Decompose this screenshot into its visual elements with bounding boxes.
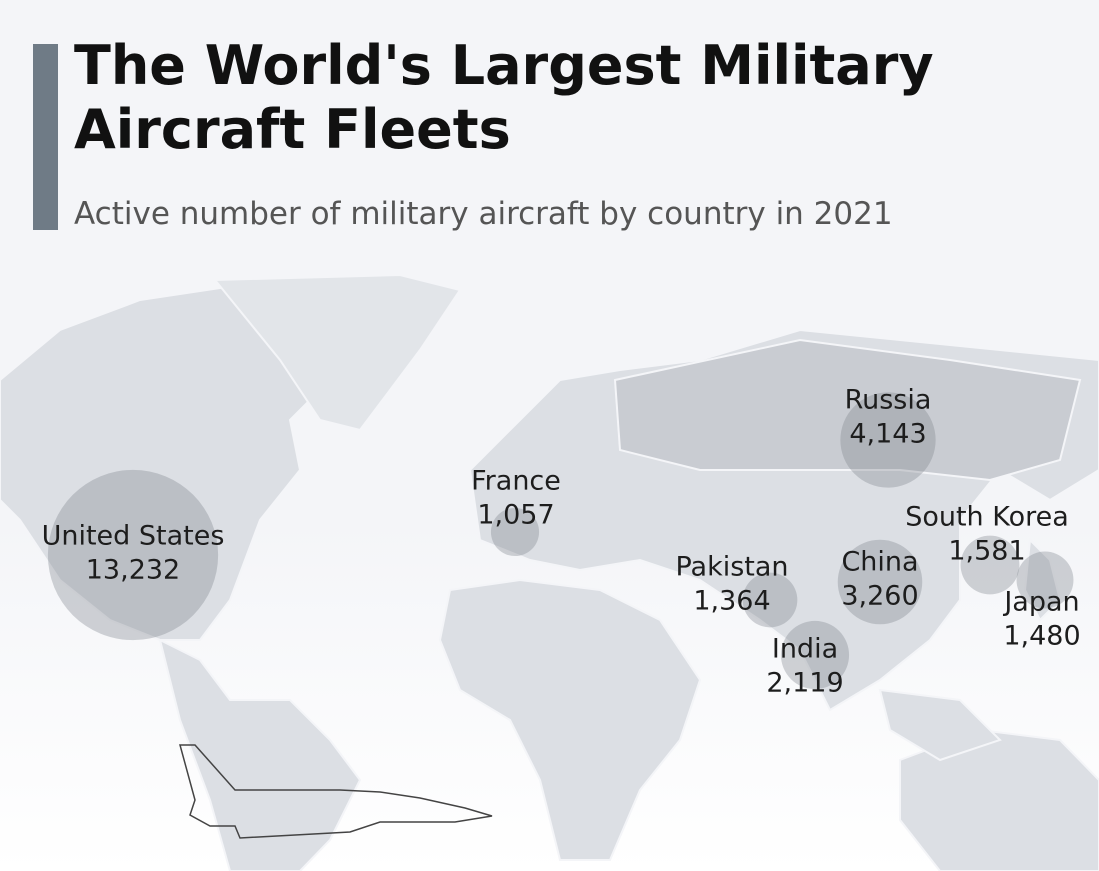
value-label: 13,232 [86, 555, 180, 586]
value-label: 2,119 [766, 668, 843, 699]
country-label: Pakistan [675, 552, 788, 583]
value-label: 1,581 [948, 536, 1025, 567]
bubble [1016, 551, 1074, 609]
bubble [960, 535, 1020, 595]
bubble [490, 507, 540, 557]
country-label: China [841, 547, 918, 578]
bubble [742, 572, 798, 628]
country-label: Russia [845, 385, 932, 416]
country-label: France [471, 466, 561, 497]
value-label: 1,057 [477, 500, 554, 531]
bubble [840, 392, 936, 488]
land [0, 273, 1099, 871]
country-label: United States [42, 521, 225, 552]
accent-bar [33, 44, 58, 230]
value-label: 3,260 [841, 581, 918, 612]
value-label: 4,143 [849, 419, 926, 450]
country-label: India [772, 634, 838, 665]
bubble [837, 539, 923, 625]
aircraft-icon [179, 744, 493, 839]
value-label: 1,480 [1003, 621, 1080, 652]
title: The World's Largest Military Aircraft Fl… [74, 34, 934, 161]
subtitle: Active number of military aircraft by co… [74, 196, 893, 232]
bubble [780, 620, 850, 690]
value-label: 1,364 [693, 586, 770, 617]
bubble [47, 469, 219, 641]
country-label: Japan [1002, 587, 1079, 618]
country-label: South Korea [905, 502, 1069, 533]
